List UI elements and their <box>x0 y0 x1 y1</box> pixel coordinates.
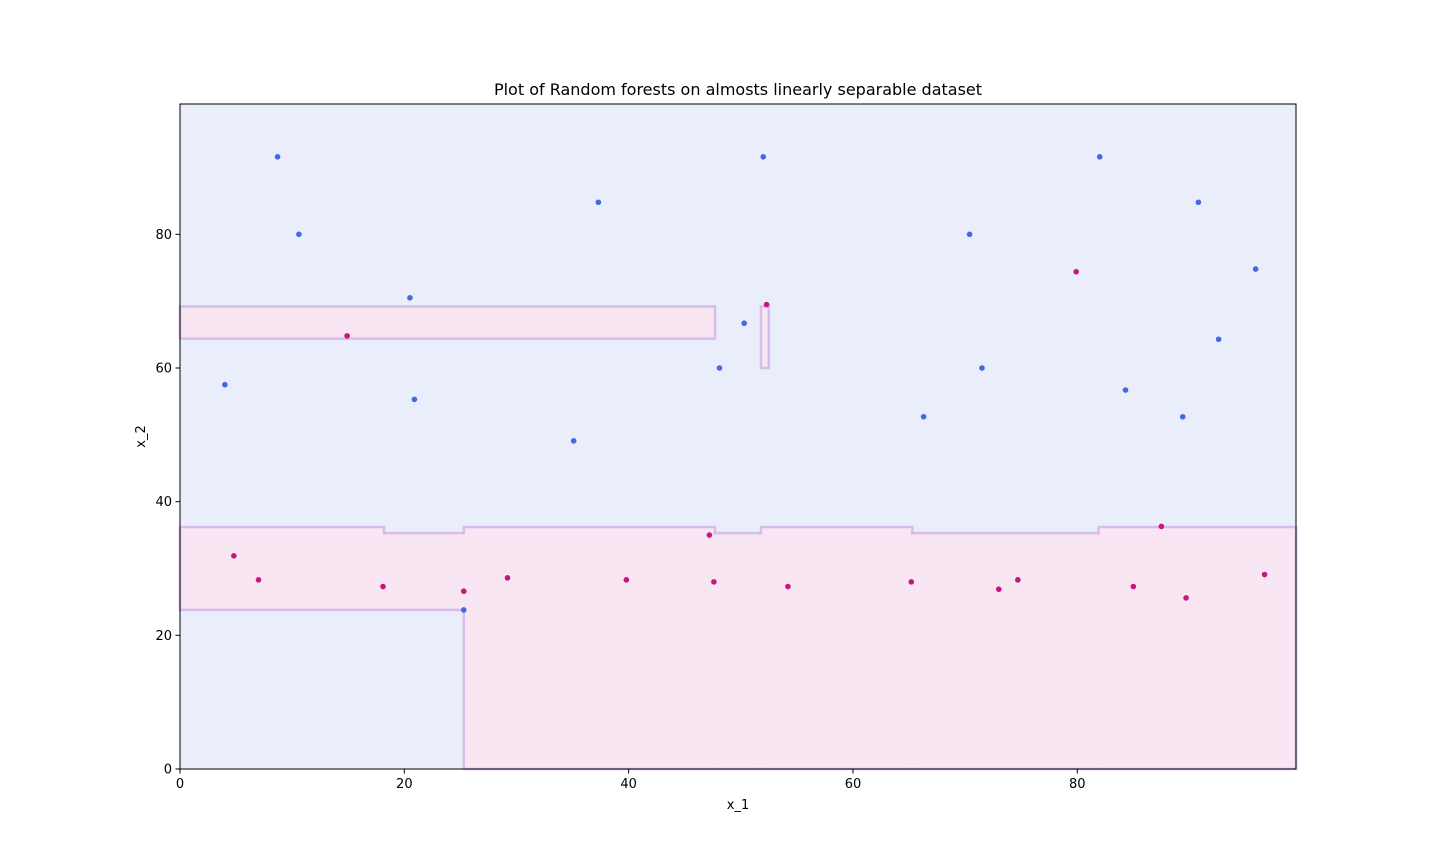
pink-point <box>1130 583 1137 590</box>
x-tick-label: 0 <box>176 777 184 792</box>
pink-point <box>460 588 467 595</box>
pink-region-fill <box>385 534 463 609</box>
pink-point <box>995 586 1002 593</box>
blue-point <box>1096 153 1103 160</box>
blue-point <box>979 365 985 371</box>
blue-point <box>920 413 927 420</box>
pink-point <box>711 579 717 585</box>
pink-point <box>231 552 237 559</box>
pink-region-fill <box>762 528 911 768</box>
blue-point <box>407 295 413 301</box>
pink-point <box>255 577 262 583</box>
x-axis-label: x_1 <box>727 798 749 813</box>
pink-region-fill <box>181 528 383 609</box>
blue-point <box>274 153 281 160</box>
x-tick-label: 40 <box>620 777 637 792</box>
pink-region-joint <box>381 534 388 609</box>
y-tick-label: 20 <box>155 629 172 644</box>
pink-region-joint <box>757 534 764 768</box>
blue-point <box>1195 199 1202 206</box>
blue-point <box>570 438 577 444</box>
pink-point <box>1015 577 1021 583</box>
y-tick-label: 40 <box>155 495 172 510</box>
blue-point <box>460 607 467 613</box>
pink-point <box>504 575 511 581</box>
blue-point <box>716 365 723 371</box>
y-tick-label: 0 <box>164 763 172 778</box>
blue-point <box>741 320 747 327</box>
pink-region-fill <box>1100 528 1295 768</box>
pink-point <box>623 577 630 583</box>
blue-point <box>296 231 302 238</box>
pink-point <box>908 579 915 585</box>
blue-point <box>760 153 767 160</box>
pink-region-fill <box>181 308 714 338</box>
x-axis: 0 20 40 60 80 <box>176 769 1086 792</box>
blue-point <box>1179 413 1186 420</box>
y-tick-label: 60 <box>155 361 172 376</box>
chart-title: Plot of Random forests on almosts linear… <box>494 80 982 99</box>
pink-point <box>1261 571 1268 578</box>
pink-region-joint <box>909 534 916 768</box>
x-tick-label: 80 <box>1069 777 1086 792</box>
pink-point <box>706 532 713 538</box>
x-tick-label: 20 <box>396 777 413 792</box>
y-axis-label: x_2 <box>134 425 149 447</box>
blue-point <box>222 381 228 388</box>
pink-region-joint <box>712 534 719 768</box>
x-tick-label: 60 <box>845 777 862 792</box>
pink-point <box>1158 523 1165 530</box>
data-points <box>222 153 1268 613</box>
plot-frame <box>179 103 1297 770</box>
decision-regions <box>178 305 1298 771</box>
blue-point <box>1215 336 1222 343</box>
pink-region-joint <box>1095 534 1102 768</box>
y-axis: 0 20 40 60 80 <box>155 228 180 778</box>
pink-region-fill <box>465 528 714 768</box>
blue-point <box>595 199 602 206</box>
pink-point <box>1073 268 1079 275</box>
blue-point <box>411 396 418 403</box>
blue-point <box>966 231 973 238</box>
pink-region-fill <box>913 534 1098 768</box>
pink-point <box>1183 595 1189 601</box>
pink-region-fill <box>716 534 760 768</box>
pink-region-fill <box>762 308 768 367</box>
pink-point <box>763 301 770 308</box>
pink-region-joint <box>460 534 467 609</box>
y-tick-label: 80 <box>155 228 172 243</box>
pink-point <box>380 583 386 590</box>
pink-point <box>785 583 791 590</box>
blue-point <box>1122 387 1129 393</box>
pink-point <box>344 333 350 339</box>
blue-point <box>1252 266 1259 272</box>
